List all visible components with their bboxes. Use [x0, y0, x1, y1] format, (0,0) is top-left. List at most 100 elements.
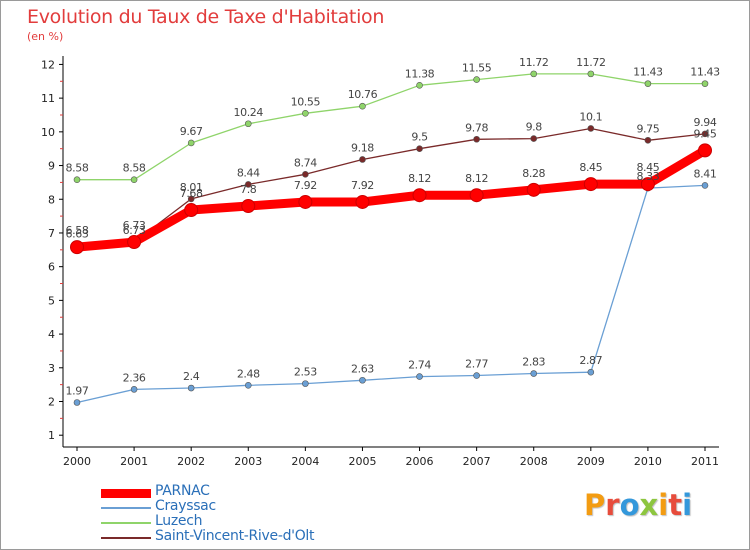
legend-swatch	[101, 537, 151, 539]
series-point-luzech	[359, 102, 366, 110]
data-label-saint-vincent-rive-d-olt: 9.5	[411, 131, 428, 144]
data-label-crayssac: 2.36	[123, 371, 146, 384]
logo-letter: o	[619, 488, 640, 522]
series-point-saint-vincent-rive-d-olt	[187, 195, 195, 203]
data-label-crayssac: 2.4	[183, 370, 200, 383]
y-tick-label: 2	[48, 395, 55, 408]
x-tick-label: 2007	[463, 455, 491, 468]
data-label-saint-vincent-rive-d-olt: 8.74	[294, 156, 317, 169]
data-label-luzech: 11.55	[462, 62, 492, 75]
data-label-crayssac: 2.48	[237, 367, 260, 380]
data-label-saint-vincent-rive-d-olt: 9.94	[694, 116, 717, 129]
data-label-crayssac: 2.83	[522, 356, 545, 369]
series-point-crayssac	[530, 370, 538, 377]
series-line-parnac	[72, 145, 710, 252]
y-tick-label: 5	[48, 294, 55, 307]
data-label-saint-vincent-rive-d-olt: 8.44	[237, 166, 260, 179]
series-point-crayssac	[244, 382, 252, 389]
data-label-saint-vincent-rive-d-olt: 9.18	[351, 141, 374, 154]
series-point-luzech	[644, 80, 652, 87]
y-tick-label: 8	[48, 193, 55, 206]
x-tick-label: 2004	[291, 455, 319, 468]
logo-letter: P	[584, 488, 606, 522]
data-label-saint-vincent-rive-d-olt: 6.63	[66, 227, 89, 240]
data-label-luzech: 11.43	[690, 66, 720, 79]
data-label-luzech: 11.43	[633, 66, 663, 79]
y-tick-label: 4	[48, 328, 55, 341]
y-tick-label: 11	[41, 92, 55, 105]
y-tick-label: 6	[48, 261, 55, 274]
x-tick-label: 2006	[406, 455, 434, 468]
data-label-crayssac: 2.87	[579, 354, 602, 367]
series-point-parnac	[184, 203, 199, 218]
y-tick-label: 12	[41, 58, 55, 71]
series-point-crayssac	[187, 384, 195, 392]
series-point-parnac	[298, 194, 313, 209]
series-point-saint-vincent-rive-d-olt	[701, 130, 709, 138]
series-point-saint-vincent-rive-d-olt	[587, 125, 595, 132]
logo-letter: i	[682, 488, 693, 522]
series-point-parnac	[241, 198, 256, 213]
series-point-saint-vincent-rive-d-olt	[302, 171, 309, 178]
data-label-luzech: 10.24	[234, 106, 264, 119]
logo-letter: i	[658, 488, 669, 522]
legend-swatch	[101, 522, 151, 524]
series-line-saint-vincent-rive-d-olt	[76, 127, 706, 247]
series-point-luzech	[187, 139, 195, 147]
data-label-crayssac: 8.33	[636, 170, 659, 183]
series-point-luzech	[130, 176, 138, 184]
series-point-parnac	[70, 240, 84, 255]
series-point-crayssac	[359, 376, 366, 384]
legend-item-luzech: Luzech	[101, 513, 401, 530]
chart-title: Evolution du Taux de Taxe d'Habitation	[27, 6, 385, 28]
series-point-crayssac	[416, 373, 423, 380]
legend-label: PARNAC	[155, 483, 210, 499]
series-point-saint-vincent-rive-d-olt	[530, 135, 538, 142]
data-label-luzech: 8.58	[123, 162, 146, 175]
y-tick-label: 10	[41, 126, 55, 139]
data-label-saint-vincent-rive-d-olt: 9.78	[465, 121, 488, 134]
x-tick-label: 2001	[120, 455, 148, 468]
legend-item-crayssac: Crayssac	[101, 498, 401, 515]
data-label-parnac: 7.92	[294, 179, 317, 192]
series-point-parnac	[640, 177, 655, 192]
series-point-crayssac	[701, 182, 709, 189]
y-tick-label: 3	[48, 362, 55, 375]
x-tick-label: 2003	[234, 455, 262, 468]
data-label-luzech: 11.72	[576, 56, 606, 69]
data-label-crayssac: 1.97	[66, 385, 89, 398]
series-point-luzech	[530, 70, 538, 78]
data-label-saint-vincent-rive-d-olt: 9.8	[526, 121, 543, 134]
data-label-crayssac: 8.41	[694, 167, 717, 180]
logo-letter: r	[605, 488, 620, 522]
data-label-saint-vincent-rive-d-olt: 8.01	[180, 181, 203, 194]
logo-letter: x	[639, 488, 659, 522]
legend-item-saint-vincent-rive-d-olt: Saint-Vincent-Rive-d'Olt	[101, 528, 401, 545]
data-label-parnac: 7.68	[180, 187, 203, 200]
data-label-parnac: 8.12	[465, 172, 488, 185]
data-label-parnac: 9.45	[694, 127, 717, 140]
series-point-parnac	[412, 188, 427, 203]
series-point-saint-vincent-rive-d-olt	[416, 145, 423, 152]
series-point-saint-vincent-rive-d-olt	[359, 156, 366, 163]
data-label-parnac: 6.73	[123, 219, 146, 232]
x-tick-label: 2002	[177, 455, 205, 468]
unit-label: (en %)	[27, 30, 64, 43]
data-label-luzech: 10.76	[348, 88, 378, 101]
series-point-luzech	[473, 76, 480, 83]
data-label-parnac: 7.8	[240, 183, 257, 196]
series-point-parnac	[698, 143, 712, 158]
data-label-parnac: 8.28	[522, 167, 545, 180]
legend-swatch	[101, 507, 151, 509]
data-label-saint-vincent-rive-d-olt: 10.1	[579, 110, 602, 123]
series-point-crayssac	[587, 368, 595, 376]
series-layer	[70, 70, 712, 406]
series-point-saint-vincent-rive-d-olt	[244, 181, 252, 188]
series-line-luzech	[76, 73, 706, 181]
x-tick-label: 2010	[634, 455, 662, 468]
data-label-luzech: 9.67	[180, 125, 203, 138]
data-labels-layer: 1.97 2.36 2.4 2.48 2.53 2.63 2.74 2.77 2.83 2.87 8…	[66, 56, 721, 398]
series-line-crayssac	[76, 184, 706, 404]
data-label-parnac: 8.12	[408, 172, 431, 185]
